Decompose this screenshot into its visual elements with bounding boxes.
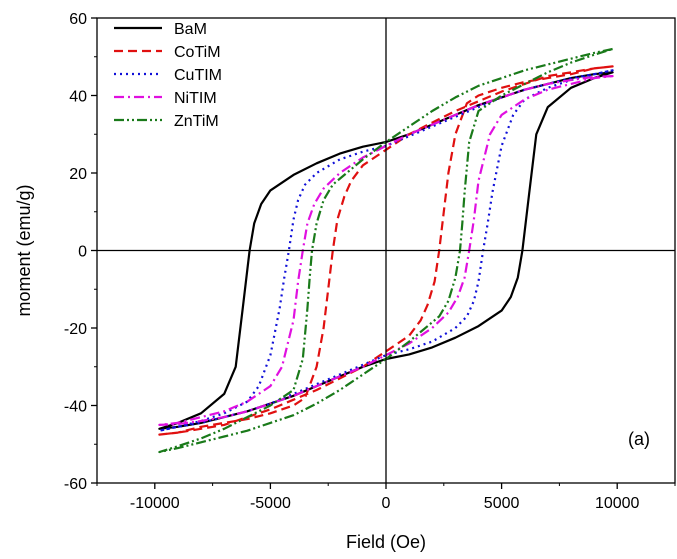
legend-label-nitim: NiTIM bbox=[174, 90, 217, 107]
x-tick-label: 10000 bbox=[595, 495, 640, 512]
x-tick-label: -10000 bbox=[130, 495, 180, 512]
series-line-nitim bbox=[158, 75, 614, 426]
y-axis-ticks: -60 -40 -20 0 20 40 60 bbox=[64, 11, 97, 493]
x-tick-label: -5000 bbox=[250, 495, 291, 512]
y-tick-label: 0 bbox=[78, 244, 87, 261]
legend-label-cotim: CoTiM bbox=[174, 44, 221, 61]
y-tick-label: 40 bbox=[69, 89, 87, 106]
zero-lines bbox=[97, 18, 675, 483]
x-axis-title: Field (Oe) bbox=[346, 532, 426, 552]
legend-label-bam: BaM bbox=[174, 21, 207, 38]
series-line-zntim bbox=[158, 47, 614, 454]
legend-label-cutim: CuTIM bbox=[174, 67, 222, 84]
y-tick-label: -60 bbox=[64, 476, 87, 493]
x-tick-label: 5000 bbox=[484, 495, 520, 512]
legend-label-zntim: ZnTiM bbox=[174, 113, 219, 130]
y-tick-label: 60 bbox=[69, 11, 87, 28]
y-tick-label: 20 bbox=[69, 166, 87, 183]
series-line-cotim bbox=[158, 65, 614, 436]
series-curves bbox=[158, 47, 614, 454]
series-line-bam bbox=[158, 71, 614, 430]
y-tick-label: -40 bbox=[64, 399, 87, 416]
x-tick-label: 0 bbox=[382, 495, 391, 512]
legend: BaM CoTiM CuTIM NiTIM ZnTiM bbox=[114, 21, 222, 130]
y-tick-label: -20 bbox=[64, 321, 87, 338]
y-axis-title: moment (emu/g) bbox=[14, 184, 34, 316]
panel-annotation: (a) bbox=[628, 429, 650, 449]
x-axis-ticks: -10000 -5000 0 5000 10000 bbox=[96, 483, 676, 512]
